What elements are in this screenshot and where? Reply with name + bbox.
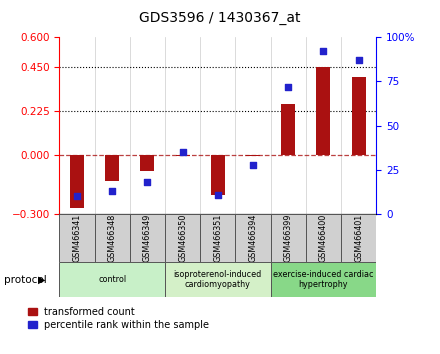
Text: exercise-induced cardiac
hypertrophy: exercise-induced cardiac hypertrophy	[273, 270, 374, 289]
Point	[320, 48, 327, 54]
Point	[285, 84, 292, 90]
Bar	[70, 155, 84, 208]
Text: GSM466399: GSM466399	[284, 214, 293, 262]
Bar	[105, 155, 119, 181]
Bar	[165, 262, 271, 297]
Point	[144, 179, 151, 185]
Text: GSM466351: GSM466351	[213, 214, 222, 262]
Bar	[306, 214, 341, 262]
Text: GDS3596 / 1430367_at: GDS3596 / 1430367_at	[139, 11, 301, 25]
Point	[179, 149, 186, 155]
Bar	[130, 214, 165, 262]
Point	[355, 57, 362, 63]
Bar	[271, 214, 306, 262]
Bar	[176, 155, 190, 156]
Bar	[235, 214, 271, 262]
Text: GSM466348: GSM466348	[108, 214, 117, 262]
Bar	[59, 214, 95, 262]
Point	[249, 162, 257, 167]
Text: ▶: ▶	[38, 275, 46, 285]
Text: GSM466394: GSM466394	[249, 214, 257, 262]
Bar	[341, 214, 376, 262]
Legend: transformed count, percentile rank within the sample: transformed count, percentile rank withi…	[27, 306, 210, 331]
Point	[73, 194, 81, 199]
Text: protocol: protocol	[4, 275, 47, 285]
Bar	[165, 214, 200, 262]
Bar	[316, 67, 330, 155]
Bar	[211, 155, 225, 194]
Bar	[271, 262, 376, 297]
Text: GSM466341: GSM466341	[73, 214, 81, 262]
Text: GSM466400: GSM466400	[319, 214, 328, 262]
Point	[214, 192, 221, 198]
Bar	[95, 214, 130, 262]
Text: isoproterenol-induced
cardiomyopathy: isoproterenol-induced cardiomyopathy	[174, 270, 262, 289]
Bar	[281, 104, 295, 155]
Bar	[59, 262, 165, 297]
Text: GSM466349: GSM466349	[143, 214, 152, 262]
Bar	[352, 76, 366, 155]
Text: GSM466401: GSM466401	[354, 214, 363, 262]
Bar	[200, 214, 235, 262]
Text: control: control	[98, 275, 126, 284]
Point	[109, 188, 116, 194]
Bar	[140, 155, 154, 171]
Bar	[246, 155, 260, 156]
Text: GSM466350: GSM466350	[178, 214, 187, 262]
